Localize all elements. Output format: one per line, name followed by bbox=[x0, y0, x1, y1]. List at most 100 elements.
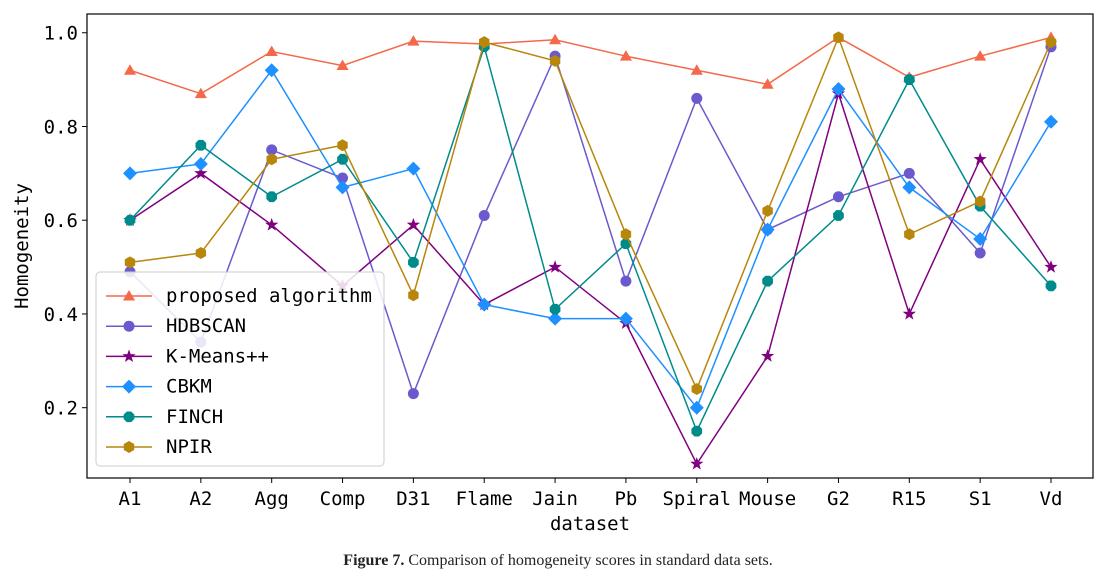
data-point bbox=[337, 153, 348, 165]
data-point bbox=[974, 247, 986, 259]
data-point bbox=[689, 400, 704, 415]
series-layer bbox=[123, 31, 1058, 470]
data-point bbox=[265, 217, 279, 231]
data-point bbox=[478, 210, 490, 222]
data-point bbox=[620, 228, 632, 241]
plot-frame bbox=[86, 13, 1094, 479]
series-line bbox=[129, 46, 1052, 396]
data-point bbox=[123, 64, 137, 75]
data-point bbox=[762, 275, 773, 287]
legend: proposed algorithm HDBSCAN K-Means++ CBKM FI… bbox=[95, 271, 385, 467]
x-tick-label: A1 bbox=[119, 488, 142, 510]
series-3 bbox=[123, 63, 1058, 415]
legend-label: K-Means++ bbox=[166, 345, 269, 367]
x-tick-label: Flame bbox=[456, 488, 513, 510]
data-point bbox=[195, 139, 207, 151]
y-axis-label: Homogeneity bbox=[11, 183, 33, 309]
x-tick-label: Comp bbox=[320, 488, 366, 510]
series-line bbox=[129, 36, 1052, 95]
legend-marker bbox=[123, 411, 135, 423]
legend-marker bbox=[123, 320, 135, 332]
data-point bbox=[265, 45, 278, 56]
data-point bbox=[833, 210, 844, 221]
data-point bbox=[194, 166, 208, 180]
y-tick-label: 0.8 bbox=[44, 116, 78, 138]
data-point bbox=[549, 303, 561, 315]
y-tick-label: 0.2 bbox=[44, 398, 78, 420]
caption-label: Figure 7. bbox=[343, 552, 405, 569]
y-tick-label: 1.0 bbox=[44, 23, 78, 45]
data-point bbox=[903, 167, 915, 179]
data-point bbox=[549, 54, 561, 67]
data-point bbox=[974, 195, 986, 208]
data-point bbox=[406, 161, 421, 176]
data-point bbox=[548, 311, 563, 326]
data-point bbox=[266, 144, 278, 156]
data-point bbox=[1044, 114, 1058, 129]
series-line bbox=[129, 68, 1052, 410]
data-point bbox=[762, 204, 773, 217]
data-point bbox=[973, 231, 988, 246]
x-tick-label: D31 bbox=[396, 488, 430, 510]
data-point bbox=[406, 217, 421, 231]
legend-marker bbox=[122, 349, 136, 363]
data-point bbox=[902, 180, 917, 195]
legend-frame bbox=[95, 271, 385, 467]
data-point bbox=[548, 260, 562, 273]
legend-marker bbox=[122, 379, 136, 394]
data-point bbox=[335, 180, 350, 195]
chart: Homogeneity dataset A1 A2 Agg Comp D31 Flame J… bbox=[11, 13, 1094, 535]
caption-text: Comparison of homogeneity scores in stan… bbox=[408, 552, 773, 569]
data-point bbox=[831, 81, 846, 96]
data-point bbox=[408, 289, 419, 302]
data-point bbox=[691, 92, 703, 104]
x-tick-label: R15 bbox=[892, 488, 926, 510]
data-point bbox=[833, 31, 844, 44]
x-tick-label: Mouse bbox=[739, 488, 796, 510]
data-point bbox=[266, 191, 278, 203]
data-point bbox=[193, 156, 208, 171]
x-tick-label: Jain bbox=[532, 488, 578, 510]
legend-item: CBKM bbox=[106, 376, 212, 398]
legend-label: HDBSCAN bbox=[166, 315, 246, 337]
legend-label: proposed algorithm bbox=[166, 285, 372, 307]
legend-item: NPIR bbox=[106, 436, 212, 458]
data-point bbox=[123, 166, 137, 181]
data-point bbox=[974, 50, 987, 61]
data-point bbox=[266, 153, 277, 166]
series-line bbox=[129, 91, 1052, 466]
data-point bbox=[549, 33, 562, 45]
data-point bbox=[691, 382, 702, 395]
data-point bbox=[903, 74, 915, 85]
series-5 bbox=[124, 31, 1057, 395]
data-point bbox=[904, 228, 915, 241]
legend-label: FINCH bbox=[166, 406, 223, 428]
data-point bbox=[195, 247, 207, 260]
data-point bbox=[973, 152, 987, 165]
data-point bbox=[761, 78, 774, 89]
data-point bbox=[760, 222, 775, 237]
data-point bbox=[619, 50, 632, 61]
data-point bbox=[620, 275, 632, 287]
data-point bbox=[1044, 260, 1058, 273]
data-point bbox=[618, 311, 633, 326]
data-point bbox=[902, 306, 916, 320]
data-point bbox=[477, 297, 492, 312]
data-point bbox=[124, 256, 136, 269]
series-line bbox=[129, 35, 1052, 391]
data-point bbox=[408, 257, 419, 268]
x-tick-label: Pb bbox=[614, 488, 637, 510]
data-point bbox=[407, 388, 419, 400]
data-point bbox=[479, 36, 490, 49]
series-0 bbox=[123, 31, 1058, 99]
x-tick-label: A2 bbox=[189, 488, 212, 510]
legend-marker bbox=[123, 441, 135, 453]
legend-item: proposed algorithm bbox=[106, 285, 372, 307]
x-tick-label: S1 bbox=[969, 488, 992, 510]
legend-label: NPIR bbox=[166, 436, 212, 458]
data-point bbox=[1045, 36, 1057, 49]
y-tick-label: 0.4 bbox=[44, 304, 78, 326]
data-point bbox=[124, 214, 136, 226]
data-point bbox=[407, 35, 420, 46]
legend-marker bbox=[122, 290, 136, 301]
